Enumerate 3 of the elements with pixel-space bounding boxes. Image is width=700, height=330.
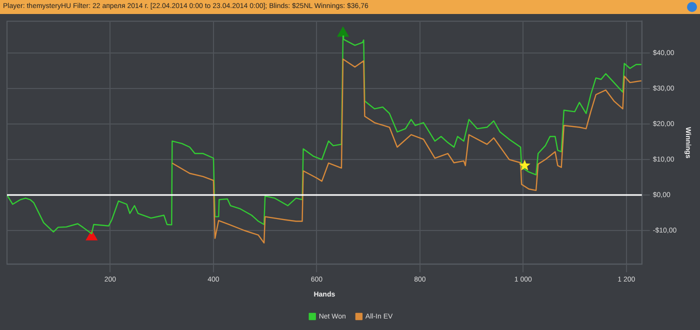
point — [86, 230, 97, 240]
point — [518, 160, 530, 170]
point — [338, 27, 348, 37]
